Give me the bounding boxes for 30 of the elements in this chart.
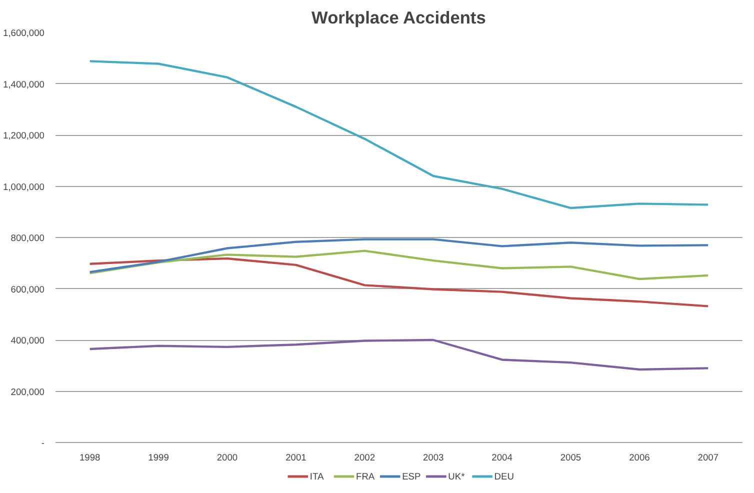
x-tick-label: 1999	[148, 452, 169, 462]
y-tick-label: -	[41, 438, 45, 448]
y-tick-label: 1,000,000	[3, 182, 44, 192]
legend-label: FRA	[356, 472, 376, 482]
y-tick-label: 1,600,000	[3, 28, 44, 38]
chart-title: Workplace Accidents	[312, 8, 486, 28]
x-tick-label: 2004	[492, 452, 512, 462]
y-tick-label: 1,200,000	[3, 130, 44, 140]
x-tick-label: 2002	[354, 452, 376, 462]
x-tick-label: 2003	[422, 452, 444, 462]
x-tick-label: 2005	[560, 452, 582, 462]
line-series	[88, 238, 710, 274]
y-tick-label: 1,400,000	[3, 79, 44, 90]
legend-label: ESP	[402, 472, 421, 482]
y-tick-label: 200,000	[10, 386, 45, 397]
line-series	[88, 60, 710, 210]
x-tick-label: 1998	[79, 452, 100, 462]
line-series	[88, 338, 710, 371]
x-tick-label: 2006	[629, 452, 650, 462]
y-tick-label: 600,000	[10, 284, 45, 294]
x-tick-label: 2007	[698, 452, 719, 462]
y-tick-label: 400,000	[10, 336, 45, 346]
line-series	[88, 250, 710, 280]
x-tick-label: 2001	[286, 452, 306, 462]
y-tick-label: 800,000	[10, 233, 45, 243]
legend-label: DEU	[494, 472, 514, 482]
x-tick-label: 2000	[216, 452, 238, 462]
legend-label: UK*	[448, 472, 466, 482]
legend-label: ITA	[310, 472, 324, 482]
line-series	[88, 257, 710, 308]
